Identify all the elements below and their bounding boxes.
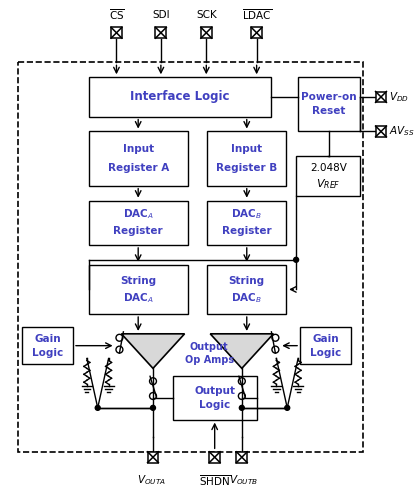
Text: Interface Logic: Interface Logic xyxy=(130,91,230,103)
Bar xyxy=(147,452,158,463)
Text: Output: Output xyxy=(194,386,235,396)
Circle shape xyxy=(150,405,155,410)
Text: Output
Op Amps: Output Op Amps xyxy=(185,343,234,365)
Bar xyxy=(22,327,73,364)
Text: DAC$_B$: DAC$_B$ xyxy=(231,292,262,305)
Polygon shape xyxy=(122,334,185,368)
Bar xyxy=(89,132,188,186)
Bar xyxy=(207,132,286,186)
Text: String: String xyxy=(229,276,265,286)
Text: $V_{DD}$: $V_{DD}$ xyxy=(389,90,409,104)
Bar xyxy=(207,265,286,314)
Bar xyxy=(296,156,360,196)
Bar xyxy=(89,265,188,314)
Bar xyxy=(89,200,188,245)
Text: Input: Input xyxy=(123,144,154,154)
Text: 2.048V: 2.048V xyxy=(310,163,347,173)
Text: $\overline{\rm SHDN}$: $\overline{\rm SHDN}$ xyxy=(199,473,231,488)
Text: Logic: Logic xyxy=(310,347,341,357)
Bar xyxy=(375,126,386,137)
Text: Gain: Gain xyxy=(313,334,339,344)
Bar xyxy=(251,27,262,38)
Text: DAC$_B$: DAC$_B$ xyxy=(231,207,262,221)
Text: Gain: Gain xyxy=(34,334,61,344)
Bar xyxy=(111,27,122,38)
Circle shape xyxy=(285,405,290,410)
Bar xyxy=(298,77,360,132)
Text: Logic: Logic xyxy=(32,347,63,357)
Bar xyxy=(155,27,166,38)
Polygon shape xyxy=(210,334,274,368)
Bar xyxy=(207,200,286,245)
Text: $\overline{\rm LDAC}$: $\overline{\rm LDAC}$ xyxy=(242,7,272,22)
Bar xyxy=(375,92,386,102)
Text: Logic: Logic xyxy=(199,400,230,410)
Text: $V_{REF}$: $V_{REF}$ xyxy=(316,177,340,191)
Text: Register: Register xyxy=(222,226,272,236)
Bar xyxy=(89,77,272,117)
Text: Register A: Register A xyxy=(108,163,169,173)
Circle shape xyxy=(294,257,299,262)
Text: Reset: Reset xyxy=(313,106,346,116)
Bar xyxy=(236,452,247,463)
Bar xyxy=(300,327,352,364)
Text: $\overline{\rm CS}$: $\overline{\rm CS}$ xyxy=(109,7,124,22)
Text: Input: Input xyxy=(231,144,262,154)
Text: $V_{OUTB}$: $V_{OUTB}$ xyxy=(229,473,259,487)
Circle shape xyxy=(239,405,244,410)
Text: Power-on: Power-on xyxy=(301,93,357,102)
Text: $V_{OUTA}$: $V_{OUTA}$ xyxy=(137,473,166,487)
Text: SCK: SCK xyxy=(196,10,217,20)
Text: $AV_{SS}$: $AV_{SS}$ xyxy=(389,125,415,139)
Bar xyxy=(18,62,363,452)
Bar xyxy=(209,452,220,463)
Text: Register B: Register B xyxy=(216,163,277,173)
Text: Register: Register xyxy=(114,226,163,236)
Text: DAC$_A$: DAC$_A$ xyxy=(123,292,154,305)
Bar xyxy=(173,376,256,420)
Text: SDI: SDI xyxy=(152,10,170,20)
Text: DAC$_A$: DAC$_A$ xyxy=(123,207,154,221)
Text: String: String xyxy=(120,276,156,286)
Bar xyxy=(201,27,212,38)
Circle shape xyxy=(95,405,100,410)
